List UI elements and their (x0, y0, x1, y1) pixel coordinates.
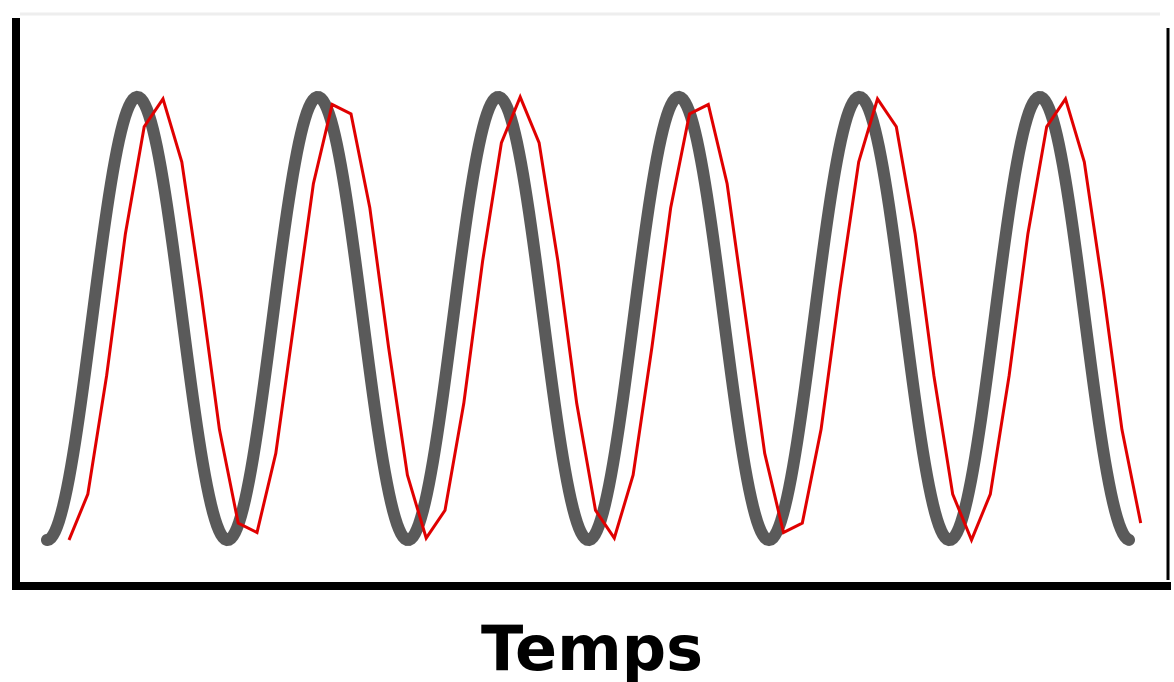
x-axis-label: Temps (481, 612, 703, 682)
sampled-signal (67, 93, 1143, 544)
waves (41, 90, 1143, 547)
continuous-signal (41, 90, 1135, 547)
